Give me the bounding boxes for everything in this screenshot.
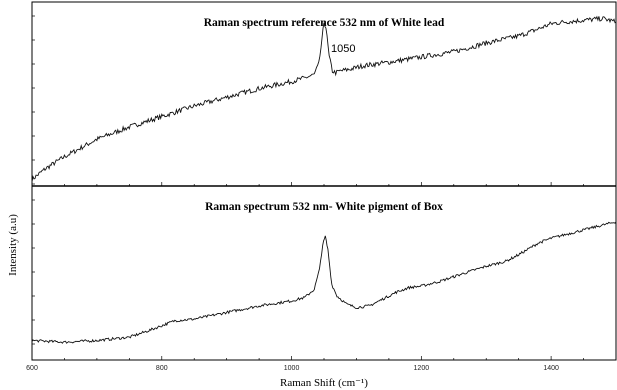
top-panel-frame <box>31 1 617 187</box>
x-tick-label-1400: 1400 <box>543 365 559 372</box>
x-tick-labels: 600 800 1000 1200 1400 <box>26 365 559 372</box>
top-spectrum-line <box>31 15 617 182</box>
x-axis-label: Raman Shift (cm⁻¹) <box>280 377 368 389</box>
x-tick-label-800: 800 <box>156 365 168 372</box>
bottom-spectrum-line <box>31 221 617 344</box>
x-tick-label-1000: 1000 <box>284 365 300 372</box>
x-tick-label-600: 600 <box>26 365 38 372</box>
bottom-chart-title: Raman spectrum 532 nm- White pigment of … <box>205 201 443 213</box>
peak-annotation-1050: 1050 <box>331 43 355 55</box>
x-tick-label-1200: 1200 <box>414 365 430 372</box>
y-axis-label: Intensity (a.u) <box>7 214 19 276</box>
x-tick-marks <box>31 15 617 360</box>
